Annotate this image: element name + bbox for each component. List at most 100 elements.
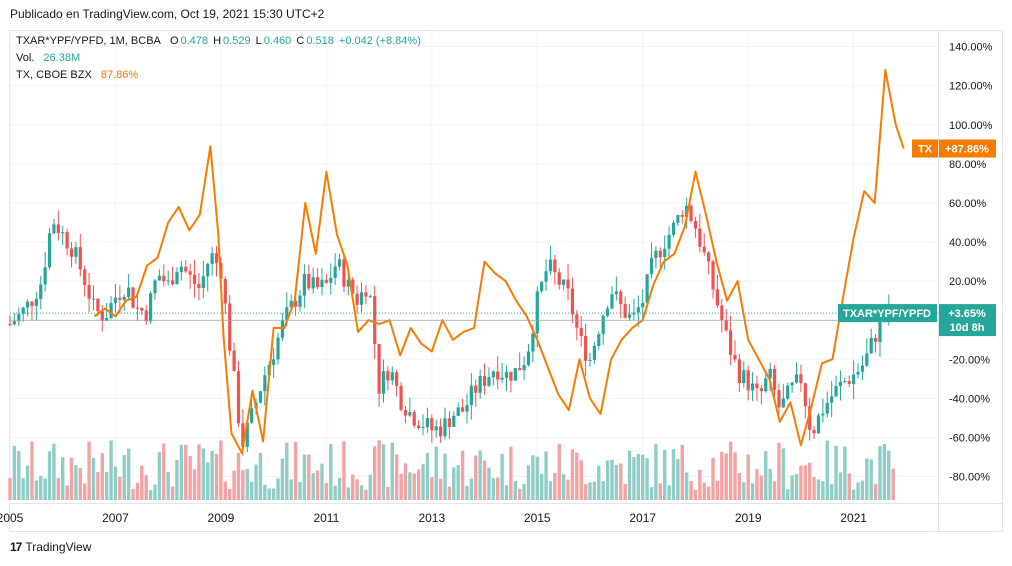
candle-body — [794, 374, 799, 383]
volume-bar — [610, 459, 614, 500]
volume-bar — [131, 488, 135, 500]
candle-body — [601, 315, 605, 335]
candle-body — [87, 284, 91, 299]
volume-bar — [364, 489, 368, 500]
candle-body — [43, 267, 47, 285]
candle-body — [619, 291, 623, 305]
volume-bar — [807, 462, 812, 500]
candle-body — [359, 292, 364, 305]
volume-bar — [491, 478, 496, 500]
volume-bar — [847, 473, 851, 500]
candle-body — [289, 300, 293, 308]
volume-bar — [623, 483, 627, 500]
candle-body — [78, 247, 82, 270]
legend-close-label: C — [296, 35, 305, 47]
legend-compare-value: 87.86% — [100, 69, 139, 81]
candle-body — [56, 224, 60, 234]
candle-body — [280, 320, 285, 338]
candle-body — [8, 324, 12, 326]
candle-body — [856, 371, 860, 375]
main-badge-name: TXAR*YPF/YPFD — [843, 308, 931, 320]
volume-bar — [882, 443, 887, 500]
volume-bar — [342, 441, 346, 500]
volume-bar — [78, 468, 83, 500]
candle-body — [109, 303, 113, 318]
candle-body — [302, 273, 306, 296]
candle-body — [614, 291, 618, 295]
volume-bar — [715, 480, 720, 500]
volume-bar — [496, 477, 500, 500]
tx-badge-name-bg — [912, 139, 938, 158]
volume-bar — [544, 451, 548, 500]
candle-body — [324, 279, 328, 283]
candle-body — [522, 365, 526, 371]
volume-bar — [192, 469, 197, 500]
volume-bar — [781, 448, 786, 500]
volume-bar — [126, 448, 131, 500]
candle-body — [548, 259, 553, 272]
candle-body — [241, 423, 245, 447]
volume-bar — [456, 465, 460, 500]
candle-body — [838, 381, 843, 387]
volume-bar — [425, 453, 430, 500]
volume-bar — [25, 465, 30, 500]
volume-bar — [267, 488, 271, 500]
volume-bar — [724, 453, 728, 500]
volume-bar — [56, 478, 61, 500]
volume-bar — [531, 455, 535, 500]
candle-body — [320, 279, 324, 288]
candle-body — [649, 258, 654, 275]
volume-bar — [478, 450, 482, 500]
candle-body — [513, 368, 517, 381]
volume-bar — [17, 450, 21, 500]
candle-body — [206, 263, 210, 277]
volume-bar — [179, 444, 184, 500]
volume-bar — [184, 445, 188, 500]
candle-body — [91, 298, 96, 300]
legend-volume-value: 26.38M — [43, 52, 81, 64]
candle-body — [118, 297, 122, 300]
volume-bar — [799, 465, 803, 500]
y-tick-label: 80.00% — [949, 159, 987, 171]
candle-body — [685, 205, 689, 217]
candle-body — [153, 280, 157, 294]
volume-bar — [891, 468, 895, 500]
candle-body — [641, 302, 645, 308]
volume-bar — [671, 449, 676, 500]
volume-bar — [355, 479, 359, 500]
candle-body — [113, 297, 118, 304]
candle-body — [504, 371, 509, 378]
legend-low: 0.460 — [263, 35, 292, 47]
candle-body — [562, 279, 566, 285]
volume-bar — [777, 442, 781, 500]
volume-bar — [39, 475, 43, 500]
candle-body — [192, 274, 197, 284]
volume-bar — [737, 472, 742, 500]
volume-bar — [368, 474, 373, 500]
candle-body — [729, 330, 733, 355]
tradingview-logo[interactable]: 17 TradingView — [10, 540, 91, 554]
candle-body — [351, 279, 355, 294]
candle-body — [412, 412, 416, 426]
volume-bar — [438, 478, 443, 500]
legend-low-label: L — [255, 35, 262, 47]
volume-bar — [856, 482, 860, 500]
volume-bar — [135, 482, 140, 500]
volume-bar — [878, 446, 882, 500]
volume-bar — [302, 454, 307, 500]
candle-body — [214, 253, 219, 263]
candle-body — [342, 259, 346, 287]
candle-body — [140, 308, 144, 311]
candle-body — [768, 368, 772, 379]
candle-body — [733, 354, 737, 360]
volume-bar — [553, 472, 557, 500]
volume-bar — [307, 454, 311, 500]
volume-bar — [412, 473, 416, 500]
candle-body — [377, 344, 381, 394]
volume-bar — [627, 450, 632, 500]
volume-bar — [873, 484, 878, 500]
candle-body — [759, 388, 763, 392]
candle-body — [834, 386, 838, 397]
x-tick-label: 2013 — [418, 511, 445, 525]
